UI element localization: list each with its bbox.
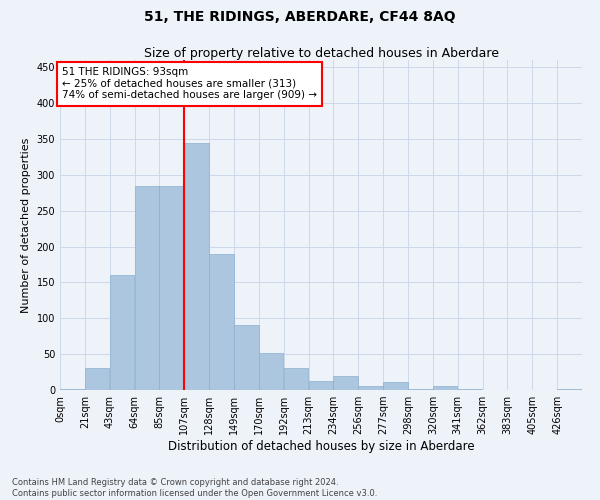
Bar <box>433 386 457 390</box>
Text: 51, THE RIDINGS, ABERDARE, CF44 8AQ: 51, THE RIDINGS, ABERDARE, CF44 8AQ <box>144 10 456 24</box>
Bar <box>110 275 134 390</box>
Text: Contains HM Land Registry data © Crown copyright and database right 2024.
Contai: Contains HM Land Registry data © Crown c… <box>12 478 377 498</box>
Bar <box>308 380 333 390</box>
Bar <box>134 186 159 390</box>
Bar <box>184 142 209 390</box>
Title: Size of property relative to detached houses in Aberdare: Size of property relative to detached ho… <box>143 47 499 60</box>
Bar <box>557 388 582 390</box>
Bar <box>209 254 234 390</box>
Bar <box>85 368 109 390</box>
Bar <box>284 368 308 390</box>
Bar <box>259 354 283 390</box>
Bar <box>60 388 85 390</box>
Bar <box>358 386 383 390</box>
Text: 51 THE RIDINGS: 93sqm
← 25% of detached houses are smaller (313)
74% of semi-det: 51 THE RIDINGS: 93sqm ← 25% of detached … <box>62 67 317 100</box>
Bar <box>234 324 259 390</box>
Bar <box>160 186 184 390</box>
Y-axis label: Number of detached properties: Number of detached properties <box>21 138 31 312</box>
Bar <box>334 376 358 390</box>
X-axis label: Distribution of detached houses by size in Aberdare: Distribution of detached houses by size … <box>167 440 475 453</box>
Bar <box>383 382 408 390</box>
